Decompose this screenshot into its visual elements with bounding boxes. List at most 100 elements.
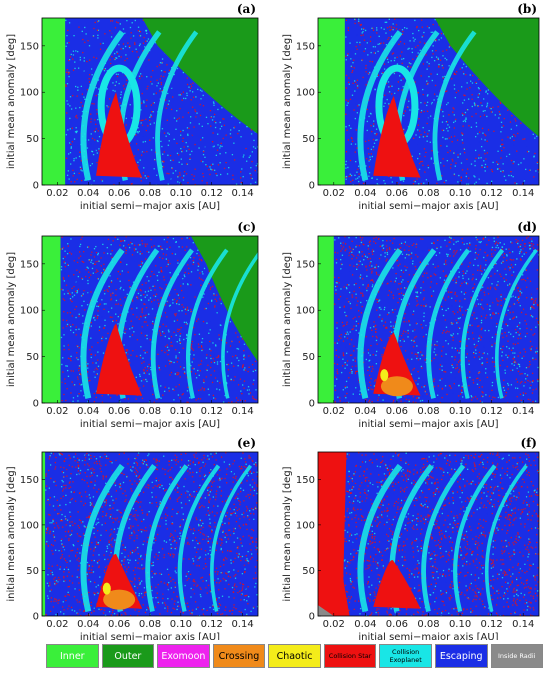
noise-point	[420, 183, 422, 185]
noise-point	[154, 295, 157, 298]
noise-point	[419, 240, 421, 242]
noise-point	[141, 362, 143, 364]
noise-point	[230, 130, 233, 132]
noise-point	[76, 113, 79, 115]
noise-point	[95, 269, 98, 271]
noise-point	[78, 257, 80, 259]
noise-point	[499, 114, 501, 116]
noise-point	[168, 274, 170, 277]
noise-point	[396, 74, 398, 76]
noise-point	[512, 176, 514, 178]
noise-point	[132, 313, 134, 316]
noise-point	[202, 172, 204, 175]
noise-point	[457, 156, 459, 158]
panel-c: 0.02 0.04 0.06 0.08 0.10 0.12 0.14050100150ini…	[6, 220, 259, 430]
panel-label: (b)	[517, 2, 537, 16]
noise-point	[440, 109, 442, 111]
noise-point	[88, 259, 90, 261]
noise-point	[155, 293, 158, 295]
noise-point	[360, 28, 363, 30]
noise-point	[363, 27, 365, 29]
noise-point	[217, 356, 219, 358]
noise-point	[211, 381, 214, 384]
noise-point	[182, 129, 184, 132]
noise-point	[161, 349, 163, 352]
noise-point	[86, 60, 89, 63]
noise-point	[232, 370, 235, 372]
noise-point	[126, 293, 128, 296]
noise-point	[142, 357, 144, 359]
noise-point	[253, 379, 255, 381]
noise-point	[470, 87, 473, 89]
noise-point	[158, 367, 160, 369]
noise-point	[69, 117, 71, 120]
noise-point	[150, 134, 153, 136]
noise-point	[419, 78, 421, 81]
noise-point	[70, 299, 72, 301]
noise-point	[119, 261, 122, 263]
noise-point	[96, 277, 99, 280]
noise-point	[173, 117, 176, 119]
noise-point	[67, 375, 70, 378]
noise-point	[163, 160, 165, 163]
noise-point	[179, 339, 181, 342]
noise-point	[209, 288, 212, 291]
noise-point	[251, 357, 253, 360]
noise-point	[137, 320, 139, 322]
noise-point	[104, 68, 107, 70]
noise-point	[68, 59, 70, 62]
noise-point	[342, 398, 345, 400]
noise-point	[136, 163, 138, 166]
noise-point	[189, 153, 191, 156]
noise-point	[533, 156, 535, 158]
noise-point	[131, 243, 133, 245]
noise-point	[98, 148, 100, 150]
noise-point	[202, 294, 204, 297]
noise-point	[400, 79, 402, 81]
noise-point	[356, 147, 358, 149]
noise-point	[169, 275, 172, 278]
noise-point	[350, 76, 353, 78]
noise-point	[353, 59, 355, 61]
noise-point	[94, 376, 96, 378]
noise-point	[190, 308, 192, 311]
noise-point	[193, 257, 195, 259]
noise-point	[182, 137, 184, 139]
noise-point	[460, 179, 462, 182]
x-tick-label: 0.08	[139, 188, 161, 199]
noise-point	[428, 27, 430, 29]
noise-point	[160, 334, 162, 336]
noise-point	[68, 75, 70, 78]
noise-point	[479, 89, 482, 92]
noise-point	[110, 298, 113, 300]
noise-point	[61, 380, 63, 382]
noise-point	[67, 264, 70, 266]
noise-point	[153, 245, 155, 247]
noise-point	[209, 173, 211, 176]
noise-point	[198, 123, 200, 125]
noise-point	[120, 304, 122, 306]
noise-point	[253, 398, 256, 400]
noise-point	[369, 36, 372, 38]
noise-point	[155, 275, 157, 278]
noise-point	[522, 183, 524, 185]
noise-point	[150, 368, 152, 371]
noise-point	[187, 134, 189, 137]
noise-point	[101, 339, 103, 342]
noise-point	[248, 389, 251, 391]
noise-point	[388, 104, 390, 106]
noise-point	[240, 171, 242, 173]
noise-point	[177, 294, 180, 296]
noise-point	[206, 182, 208, 184]
noise-point	[172, 336, 174, 338]
noise-point	[243, 358, 245, 360]
noise-point	[352, 359, 354, 361]
noise-point	[183, 170, 186, 173]
noise-point	[120, 286, 122, 289]
noise-point	[96, 305, 98, 307]
noise-point	[62, 277, 65, 279]
noise-point	[181, 246, 184, 248]
noise-point	[345, 175, 348, 178]
noise-point	[375, 134, 377, 136]
noise-point	[127, 311, 129, 313]
